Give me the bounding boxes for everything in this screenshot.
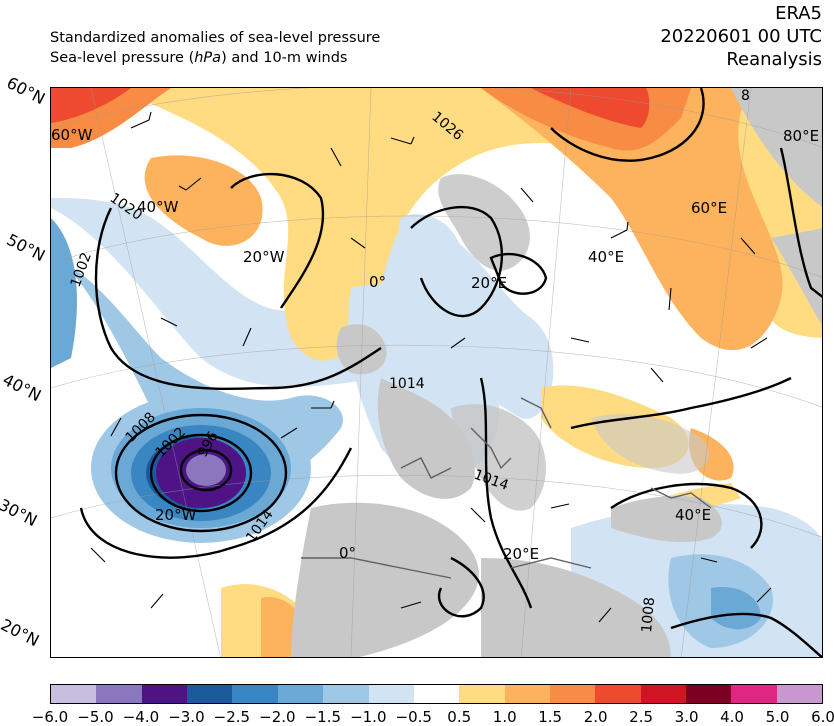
colorbar-tick-label: 2.5 [629, 708, 654, 726]
lat-label: 40°N [0, 370, 45, 406]
subtitle-line-1: Standardized anomalies of sea-level pres… [50, 30, 381, 46]
subtitle-line-2: Sea-level pressure (hPa) and 10-m winds [50, 50, 348, 66]
contour-label: 1008 [639, 596, 658, 633]
lat-label: 50°N [3, 230, 49, 266]
colorbar-segment [232, 685, 278, 703]
lon-label: 80°E [783, 127, 819, 145]
colorbar-tick-label: −3.0 [168, 708, 205, 726]
lon-label: 60°E [691, 199, 727, 217]
anomaly-map: 1026 1020 1002 1008 1002 996 1014 1014 1… [50, 87, 823, 658]
lon-label: 40°E [675, 506, 711, 524]
colorbar-tick-label: −0.5 [395, 708, 432, 726]
lon-label: 40°E [588, 248, 624, 266]
lon-label: 0° [339, 544, 356, 562]
colorbar-segment [51, 685, 97, 703]
colorbar-segment [368, 685, 414, 703]
colorbar-segment [323, 685, 369, 703]
colorbar-segment [141, 685, 188, 703]
colorbar-segment [277, 685, 324, 703]
colorbar-tick-label: −5.0 [77, 708, 114, 726]
lon-label: 20°W [155, 506, 197, 524]
lon-label: 20°E [471, 274, 507, 292]
lat-label: 20°N [0, 615, 43, 651]
colorbar-tick-label: 0.5 [447, 708, 472, 726]
valid-datetime: 20220601 00 UTC [660, 26, 822, 47]
colorbar-tick-label: 6.0 [811, 708, 834, 726]
colorbar [50, 684, 823, 704]
colorbar-tick-label: 1.0 [492, 708, 517, 726]
unit-hpa: hPa [194, 50, 222, 66]
colorbar-segment [640, 685, 687, 703]
colorbar-segment [686, 685, 732, 703]
colorbar-tick-label: −6.0 [31, 708, 69, 726]
colorbar-tick-label: 4.0 [720, 708, 744, 726]
colorbar-tick-label: −2.5 [213, 708, 251, 726]
colorbar-tick-label: 2.0 [583, 708, 608, 726]
lon-label: 0° [369, 273, 386, 291]
colorbar-tick-label: 1.5 [538, 708, 563, 726]
colorbar-segment [459, 685, 505, 703]
lat-label: 60°N [3, 73, 49, 109]
colorbar-ticks: −6.0 −5.0 −4.0 −3.0 −2.5 −2.0 −1.5 −1.0 −0.5 0.5 1… [32, 708, 834, 726]
lon-label: 60°W [51, 126, 93, 144]
lon-label: 20°W [243, 248, 285, 266]
colorbar-tick-label: −1.0 [350, 708, 387, 726]
colorbar-tick-label: −1.5 [304, 708, 342, 726]
map-subtitle: Standardized anomalies of sea-level pres… [50, 28, 380, 68]
colorbar-segment [187, 685, 233, 703]
lon-label: 40°W [137, 198, 179, 216]
map-title-block: ERA5 20220601 00 UTC Reanalysis [660, 2, 822, 71]
colorbar-segment [413, 685, 460, 703]
colorbar-segment [595, 685, 641, 703]
colorbar-tick-label: −4.0 [122, 708, 160, 726]
lon-label: 20°E [503, 545, 539, 563]
colorbar-tick-label: −2.0 [259, 708, 296, 726]
product-type: Reanalysis [726, 49, 822, 70]
colorbar-segment [96, 685, 142, 703]
colorbar-segment [731, 685, 777, 703]
colorbar-tick-label: 5.0 [765, 708, 790, 726]
contour-label: 8 [741, 88, 750, 104]
lat-label: 30°N [0, 495, 41, 531]
colorbar-segment [776, 685, 823, 703]
colorbar-tick-label: 3.0 [674, 708, 699, 726]
colorbar-segment [549, 685, 596, 703]
dataset-name: ERA5 [775, 3, 822, 24]
contour-label: 1014 [389, 376, 425, 392]
colorbar-segment [504, 685, 550, 703]
